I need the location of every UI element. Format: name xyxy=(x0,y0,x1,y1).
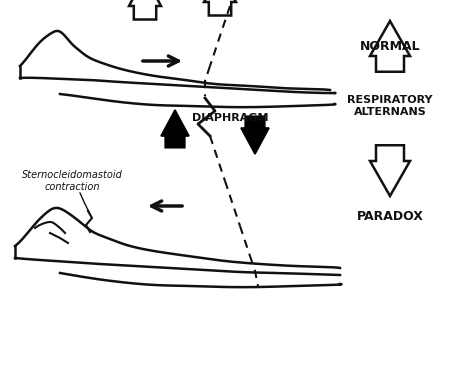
Polygon shape xyxy=(370,145,410,196)
Polygon shape xyxy=(161,110,189,148)
Polygon shape xyxy=(241,116,269,154)
Text: RESPIRATORY
ALTERNANS: RESPIRATORY ALTERNANS xyxy=(347,95,433,117)
Polygon shape xyxy=(129,0,161,20)
Polygon shape xyxy=(204,0,236,15)
Text: NORMAL: NORMAL xyxy=(360,39,420,53)
Text: DIAPHRAGM: DIAPHRAGM xyxy=(192,113,268,123)
Text: Sternocleidomastoid
contraction: Sternocleidomastoid contraction xyxy=(21,170,122,192)
Text: PARADOX: PARADOX xyxy=(356,209,423,223)
Polygon shape xyxy=(370,21,410,72)
